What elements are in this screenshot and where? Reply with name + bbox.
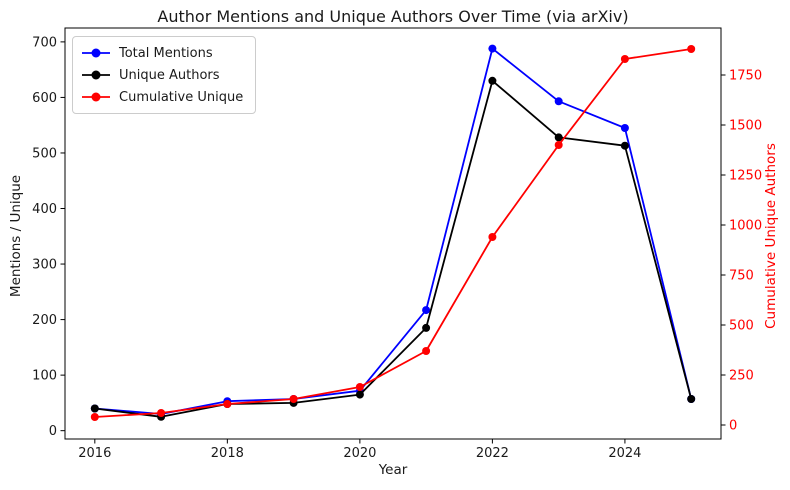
y-tick-label-left: 400 bbox=[32, 202, 57, 217]
y-tick-label-right: 1000 bbox=[729, 219, 762, 234]
series-line-unique-authors bbox=[94, 79, 693, 418]
x-tick-label: 2018 bbox=[211, 446, 244, 461]
y-tick-label-right: 1500 bbox=[729, 119, 762, 134]
legend-item-total-mentions: Total Mentions bbox=[81, 42, 243, 64]
x-axis-label: Year bbox=[378, 462, 408, 478]
y-tick-label-right: 1750 bbox=[729, 69, 762, 84]
data-point-total-mentions bbox=[620, 124, 629, 132]
y-tick-label-right: 1250 bbox=[729, 169, 762, 184]
data-point-unique-authors bbox=[355, 390, 364, 399]
data-point-cumulative-unique bbox=[355, 383, 364, 391]
data-point-unique-authors bbox=[620, 141, 629, 150]
y-tick-label-right: 500 bbox=[729, 319, 754, 334]
data-point-cumulative-unique bbox=[223, 400, 232, 408]
legend-label-cumulative-unique: Cumulative Unique bbox=[119, 89, 244, 105]
data-point-unique-authors bbox=[687, 395, 696, 403]
data-point-cumulative-unique bbox=[289, 395, 298, 403]
series-line-cumulative-unique bbox=[94, 48, 692, 418]
data-point-cumulative-unique bbox=[422, 347, 431, 355]
y-tick-label-right: 750 bbox=[729, 269, 754, 284]
data-point-unique-authors bbox=[90, 404, 99, 413]
legend-item-cumulative-unique: Cumulative Unique bbox=[81, 86, 243, 108]
y-tick-label-left: 600 bbox=[32, 91, 57, 106]
data-point-cumulative-unique bbox=[554, 141, 563, 149]
x-tick-label: 2020 bbox=[343, 446, 376, 461]
x-tick-label: 2022 bbox=[476, 446, 509, 461]
data-point-unique-authors bbox=[554, 133, 563, 142]
y-tick-label-right: 250 bbox=[729, 369, 754, 384]
data-point-cumulative-unique bbox=[90, 413, 99, 421]
data-point-cumulative-unique bbox=[620, 55, 629, 63]
data-point-total-mentions bbox=[554, 97, 563, 106]
data-point-cumulative-unique bbox=[488, 233, 497, 241]
y-axis-label-left-text: Mentions / Unique bbox=[8, 174, 24, 298]
legend-marker-total-mentions bbox=[82, 48, 110, 58]
legend-label-total-mentions: Total Mentions bbox=[119, 45, 213, 61]
data-point-cumulative-unique bbox=[157, 409, 166, 417]
legend-marker-cumulative-unique bbox=[82, 92, 110, 102]
data-point-unique-authors bbox=[422, 323, 431, 332]
y-tick-label-left: 200 bbox=[32, 313, 57, 328]
x-tick-label: 2024 bbox=[608, 446, 641, 461]
y-tick-label-left: 0 bbox=[49, 424, 57, 439]
legend-label-unique-authors: Unique Authors bbox=[119, 67, 220, 83]
data-point-total-mentions bbox=[488, 44, 497, 53]
data-point-cumulative-unique bbox=[687, 45, 696, 53]
x-tick-label: 2016 bbox=[78, 446, 111, 461]
y-tick-label-left: 500 bbox=[32, 146, 57, 161]
legend-item-unique-authors: Unique Authors bbox=[81, 64, 243, 86]
y-tick-label-left: 100 bbox=[32, 369, 57, 384]
data-point-total-mentions bbox=[422, 306, 431, 315]
y-axis-label-right-text: Cumulative Unique Authors bbox=[763, 143, 779, 329]
y-tick-label-right: 0 bbox=[729, 419, 737, 434]
data-point-unique-authors bbox=[488, 76, 497, 85]
y-tick-label-left: 700 bbox=[32, 35, 57, 50]
plot-area-border bbox=[64, 27, 722, 440]
chart-title: Author Mentions and Unique Authors Over … bbox=[157, 7, 629, 26]
legend: Total Mentions Unique Authors Cumulative U… bbox=[72, 36, 257, 114]
y-tick-label-left: 300 bbox=[32, 258, 57, 273]
legend-marker-unique-authors bbox=[82, 70, 110, 80]
